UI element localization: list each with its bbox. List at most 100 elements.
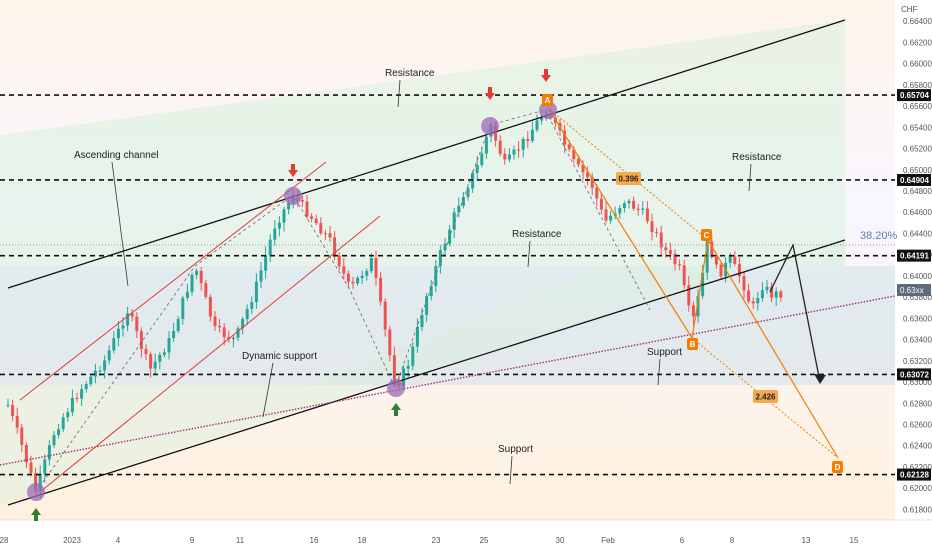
candle-body [678,264,682,266]
candle-body [452,212,456,230]
candle-body [250,302,254,309]
candle-body [438,250,442,266]
candle-body [208,296,212,317]
annotation-pointer [111,161,129,287]
x-tick-label: 15 [850,536,859,545]
candle-body [599,198,603,210]
candle-body [742,276,746,291]
candle-body [406,365,410,369]
candle-body [595,187,599,199]
candle-body [121,325,125,329]
candle-body [388,329,392,356]
price-axis[interactable]: 0.66400 0.66200 0.66000 0.65800 0.65600 0.654… [897,17,932,514]
candle-body [34,473,38,492]
projection-arrowhead [814,374,826,384]
candle-body [153,361,157,369]
candle-body [356,277,360,284]
time-axis-background [0,520,932,550]
level-tag [897,249,931,262]
candle-body [144,348,148,355]
annotation-resistance-mid: Resistance [512,229,562,240]
candle-body [517,149,521,151]
candle-body [70,397,74,413]
annotation-support-right: Support [647,347,682,358]
svg-text:B: B [690,340,696,349]
touch-marker [27,483,45,501]
candle-body [135,316,139,332]
candle-body [282,209,286,223]
y-tick-label: 0.63200 [903,357,932,366]
candle-body [116,328,120,339]
pattern-leg-ab [547,107,693,339]
candle-body [379,277,383,302]
candle-body [61,417,65,430]
zigzag-line [35,109,651,493]
candle-body [411,346,415,366]
candle-body [218,326,222,328]
candle-body [691,305,695,317]
red-channel-upper [19,161,327,401]
candle-body [682,265,686,286]
time-axis[interactable]: 28 2023 4 9 11 16 18 23 25 30 Feb 6 8 13 15 [0,536,859,545]
candle-body [402,368,406,387]
candle-body [43,459,47,474]
touch-marker [284,187,302,205]
candle-body [195,271,199,275]
candle-body [245,308,249,320]
ratio-label: 2.426 [753,390,778,403]
currency-label: CHF [901,5,918,14]
candle-body [687,285,691,306]
pattern-point-b: B [687,338,698,350]
candle-body [466,188,470,198]
candle-body [15,415,19,428]
y-tick-label: 0.64000 [903,272,932,281]
channel-lower-line [7,239,846,506]
candle-body [158,354,162,362]
candle-body [75,397,79,399]
candle-body [323,233,327,235]
candle-body [369,258,373,272]
fib-label: 38.20% [860,230,898,242]
y-tick-label: 0.63800 [903,293,932,302]
svg-text:D: D [835,463,841,472]
x-tick-label: 28 [0,536,9,545]
pattern-point-c: C [701,229,712,241]
candle-body [714,256,718,265]
y-tick-label: 0.66400 [903,17,932,26]
x-tick-label: 9 [190,536,195,545]
x-tick-label: 2023 [63,536,81,545]
y-tick-label: 0.63000 [903,378,932,387]
candle-body [494,125,498,141]
pattern-ratio-ac [547,107,709,241]
candle-body [268,239,272,256]
candle-body [38,473,42,492]
candle-body [576,159,580,165]
level-tag-label: 0.65704 [900,91,929,100]
level-tag-label: 0.63072 [900,370,929,379]
candle-body [581,164,585,173]
candle-body [185,291,189,298]
candle-body [641,208,645,210]
y-tick-label: 0.62000 [903,484,932,493]
candle-body [779,291,783,298]
candle-body [176,319,180,331]
candle-body [222,327,226,337]
candle-body [107,350,111,361]
candle-body [567,144,571,150]
candle-body [705,241,709,273]
x-tick-label: 23 [432,536,441,545]
candle-body [273,228,277,240]
pattern-leg-cd [707,239,839,459]
touch-marker [481,117,499,135]
candle-body [112,338,116,351]
candle-body [526,138,530,141]
candle-body [333,237,337,256]
candle-body [29,462,33,474]
y-tick-label: 0.62400 [903,442,932,451]
candle-body [351,281,355,284]
candle-body [618,208,622,214]
annotation-pointer [397,79,401,108]
candle-body [747,290,751,302]
x-tick-label: 13 [802,536,811,545]
